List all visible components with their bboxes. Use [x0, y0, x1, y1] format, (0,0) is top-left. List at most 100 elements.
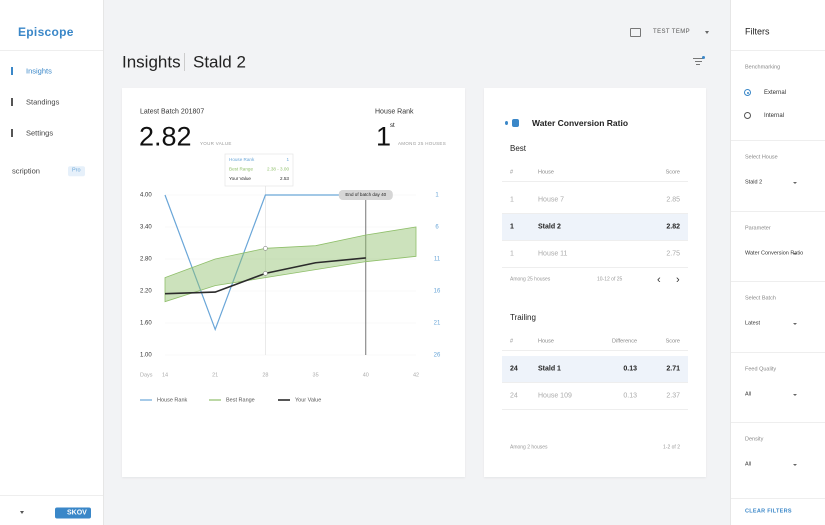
- filter-label: Parameter: [745, 224, 771, 231]
- insights-card: 1.00 1.60 2.20 2.80 3.40 4.00 1 6 11 16 21 26 Days 14…: [122, 88, 465, 477]
- filter-value[interactable]: Latest: [745, 320, 760, 327]
- user-caret[interactable]: [705, 31, 709, 34]
- row-highlight: [502, 356, 688, 383]
- batch-label: Latest Batch 201807: [140, 108, 205, 116]
- x-tick-label: 35: [313, 372, 319, 378]
- page-arrow[interactable]: ›: [676, 274, 680, 286]
- filter-icon[interactable]: [693, 56, 705, 66]
- tooltip-label: House Rank: [229, 157, 255, 162]
- row-divider: [502, 267, 688, 268]
- table-cell: House 7: [538, 196, 565, 204]
- legend-label: Your Value: [295, 397, 321, 403]
- filter-icon-line: [694, 61, 702, 62]
- pagination: 1-2 of 2: [663, 444, 680, 451]
- y-tick-label: 2.20: [140, 289, 152, 295]
- hover-marker: [263, 246, 268, 251]
- ranking-title: Water Conversion Ratio: [532, 117, 629, 128]
- radio-label[interactable]: External: [764, 90, 787, 96]
- section-title: Best: [510, 144, 527, 153]
- x-axis-label: Days: [140, 372, 153, 378]
- filter-label: Feed Quality: [745, 365, 777, 372]
- divider: [0, 50, 103, 51]
- column-header: #: [510, 169, 514, 176]
- collapse-caret[interactable]: [20, 511, 24, 514]
- y2-tick-label: 6: [435, 225, 439, 231]
- legend-label: House Rank: [157, 397, 188, 403]
- kpi-value: 2.82: [139, 121, 192, 152]
- nav-item[interactable]: Standings: [26, 97, 60, 107]
- page-arrow[interactable]: ‹: [657, 274, 661, 286]
- filters-panel: Filters Benchmarking External Internal Selec…: [730, 0, 825, 525]
- nav-marker: [11, 98, 13, 106]
- tooltip-value: 2.38 - 3.00: [267, 167, 289, 172]
- tooltip-value: 2.53: [280, 176, 289, 181]
- column-header: House: [538, 169, 554, 176]
- filter-value[interactable]: Stald 2: [745, 179, 763, 186]
- table-footer: Among 2 houses: [510, 444, 548, 451]
- table-cell: House 109: [538, 392, 572, 400]
- dropdown-caret[interactable]: [793, 182, 797, 184]
- x-tick-label: 14: [162, 372, 168, 378]
- icon-part: [505, 121, 508, 125]
- main: TEST TEMP Insights Stald 2: [104, 0, 730, 525]
- radio[interactable]: [744, 89, 751, 96]
- x-tick-label: 28: [262, 372, 268, 378]
- column-header: #: [510, 338, 514, 345]
- divider: [0, 495, 103, 496]
- y2-tick-label: 16: [434, 289, 441, 295]
- dropdown-caret[interactable]: [793, 323, 797, 325]
- table-cell: Stald 1: [538, 365, 561, 373]
- radio-dot: [746, 91, 749, 94]
- kpi-caption: YOUR VALUE: [200, 140, 232, 146]
- section-title: Trailing: [510, 313, 536, 322]
- radio[interactable]: [744, 112, 751, 119]
- nav-item[interactable]: Settings: [26, 128, 54, 138]
- rank-suffix: st: [390, 123, 395, 129]
- filter-icon-line: [696, 64, 700, 65]
- column-header: House: [538, 338, 554, 345]
- tooltip-box: [224, 153, 294, 187]
- filter-value[interactable]: All: [745, 390, 752, 397]
- x-tick-label: 21: [212, 372, 218, 378]
- annotation-box: [338, 190, 393, 200]
- table-cell: 2.82: [666, 223, 680, 231]
- series-line: [164, 194, 366, 332]
- filter-value[interactable]: All: [745, 461, 752, 468]
- hover-marker: [263, 271, 268, 276]
- table-cell: 0.13: [623, 365, 637, 373]
- row-divider: [502, 350, 688, 351]
- footer-logo: SKOV: [55, 507, 91, 519]
- y-tick-label: 2.80: [140, 257, 152, 263]
- row-divider: [502, 409, 688, 410]
- dropdown-caret[interactable]: [793, 252, 797, 255]
- divider: [731, 50, 825, 51]
- clear-filters-button[interactable]: CLEAR FILTERS: [745, 508, 792, 515]
- tooltip-value: 1: [286, 157, 289, 162]
- pagination: 10-12 of 25: [597, 276, 623, 283]
- dropdown-caret[interactable]: [793, 393, 797, 396]
- radio-label[interactable]: Internal: [764, 113, 785, 119]
- title-separator: [184, 53, 185, 71]
- nav-marker: [11, 67, 13, 75]
- user-menu[interactable]: TEST TEMP: [653, 29, 691, 35]
- chat-icon[interactable]: [630, 28, 641, 37]
- row-divider: [502, 213, 688, 214]
- sidebar: Episcope Insights Standings Settings scripti…: [0, 0, 104, 525]
- y-tick-label: 1.00: [140, 353, 152, 359]
- dropdown-caret[interactable]: [793, 464, 797, 466]
- y2-tick-label: 1: [435, 193, 439, 199]
- y-tick-label: 4.00: [140, 193, 152, 199]
- table-cell: 1: [510, 223, 514, 231]
- page-title: Insights: [122, 52, 181, 72]
- filter-value[interactable]: Water Conversion Ratio: [745, 249, 804, 256]
- page-subtitle: Stald 2: [193, 52, 246, 72]
- legend-label: Best Range: [226, 397, 255, 403]
- table-cell: 1: [510, 250, 514, 258]
- row-divider: [502, 240, 688, 241]
- divider: [731, 498, 825, 499]
- nav-item[interactable]: scription: [12, 166, 40, 176]
- x-tick-label: 42: [413, 372, 419, 378]
- best-range-band: [164, 226, 417, 303]
- nav-item[interactable]: Insights: [26, 66, 52, 76]
